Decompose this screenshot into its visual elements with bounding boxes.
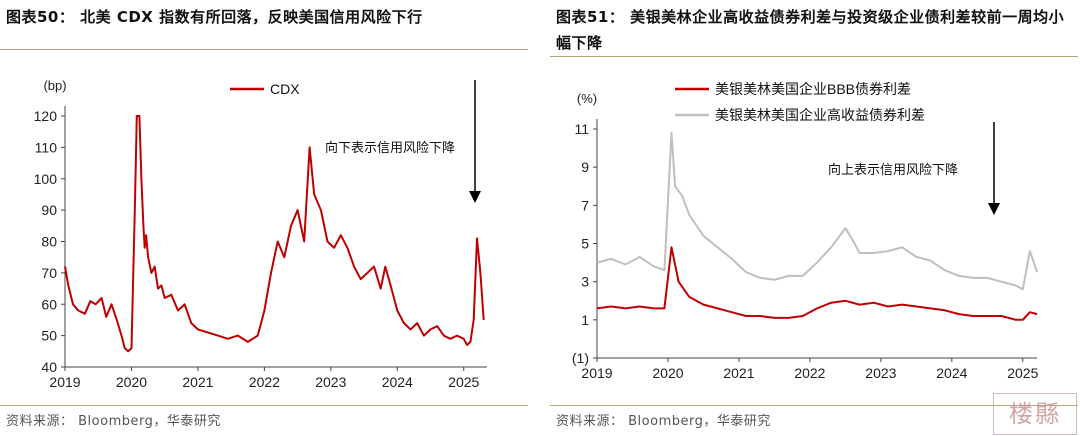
x-tick-label: 2024 [936, 365, 967, 381]
x-tick-label: 2020 [652, 365, 683, 381]
x-tick-label: 2022 [249, 374, 280, 390]
legend-label: 美银美林美国企业BBB债券利差 [715, 81, 911, 97]
y-tick-label: 7 [581, 197, 589, 213]
arrow-head [988, 203, 1000, 215]
x-tick-label: 2020 [116, 374, 147, 390]
annotation-text: 向上表示信用风险下降 [828, 162, 958, 178]
chart-title: 图表51： 美银美林企业高收益债券利差与投资级企业债利差较前一周均小幅下降 [556, 8, 1065, 52]
source-note: 资料来源： Bloomberg，华泰研究 [556, 414, 771, 429]
x-tick-label: 2021 [723, 365, 754, 381]
x-tick-label: 2023 [865, 365, 896, 381]
y-tick-label: 80 [41, 234, 57, 250]
y-tick-label: 40 [41, 359, 57, 375]
source-note: 资料来源： Bloomberg，华泰研究 [6, 414, 221, 429]
y-tick-label: 100 [34, 171, 58, 187]
legend-label: 美银美林美国企业高收益债券利差 [715, 107, 925, 123]
x-tick-label: 2021 [182, 374, 213, 390]
chart-title: 图表50： 北美 CDX 指数有所回落，反映美国信用风险下行 [6, 8, 423, 26]
y-tick-label: 110 [35, 139, 58, 155]
series-line [64, 115, 485, 353]
x-tick-label: 2023 [315, 374, 346, 390]
y-tick-label: 9 [581, 159, 589, 175]
x-tick-label: 2019 [49, 374, 80, 390]
source-rule [550, 405, 1078, 406]
cdx-chart: (bp) 40 50 60 70 80 90 100 110 120 2019 2020 2021 202… [34, 78, 487, 390]
y-tick-label: (1) [572, 350, 589, 366]
y-tick-label: 90 [41, 202, 57, 218]
spread-chart: (%) (1) 1 3 5 7 9 11 2019 2020 2021 2022 2023 2024 202… [572, 81, 1039, 381]
arrow-head [469, 191, 481, 203]
x-tick-label: 2025 [1007, 365, 1038, 381]
y-tick-label: 11 [574, 121, 589, 137]
x-tick-label: 2019 [581, 365, 612, 381]
y-tick-label: 60 [41, 296, 57, 312]
y-tick-label: 50 [41, 328, 57, 344]
annotation-text: 向下表示信用风险下降 [325, 140, 455, 156]
panel-cdx: 图表50： 北美 CDX 指数有所回落，反映美国信用风险下行 (bp) 40 50 6… [0, 0, 530, 436]
x-tick-label: 2024 [382, 374, 413, 390]
y-tick-label: 1 [581, 312, 589, 328]
legend-label: CDX [270, 81, 300, 97]
y-tick-label: 5 [581, 236, 589, 252]
title-rule [0, 49, 528, 50]
y-tick-label: 120 [34, 108, 58, 124]
unit-label: (bp) [43, 78, 66, 93]
series-line [596, 246, 1038, 321]
unit-label: (%) [577, 91, 597, 106]
panel-spreads: 图表51： 美银美林企业高收益债券利差与投资级企业债利差较前一周均小幅下降 (%… [550, 0, 1080, 436]
watermark-logo: 楼縣 [993, 393, 1077, 435]
title-rule [550, 56, 1078, 57]
series-line [596, 131, 1038, 291]
source-rule [0, 405, 528, 406]
x-tick-label: 2025 [448, 374, 479, 390]
x-tick-label: 2022 [794, 365, 825, 381]
y-tick-label: 3 [581, 274, 589, 290]
y-tick-label: 70 [41, 265, 57, 281]
